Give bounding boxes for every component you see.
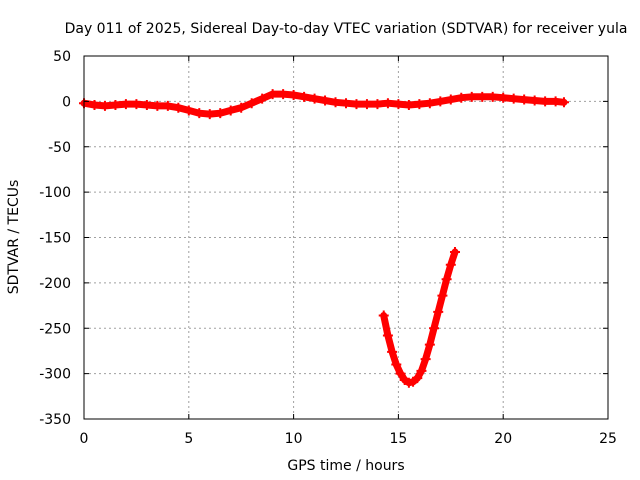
data-point <box>395 368 406 379</box>
data-point <box>437 290 448 301</box>
data-point <box>416 365 427 376</box>
data-point <box>120 99 131 110</box>
data-point <box>99 100 110 111</box>
data-point <box>391 359 402 370</box>
data-point <box>257 93 268 104</box>
x-tick-label: 15 <box>389 431 407 447</box>
data-point <box>424 339 435 350</box>
data-point <box>309 93 320 104</box>
x-tick-label: 0 <box>80 431 89 447</box>
data-point <box>550 96 561 107</box>
x-tick-label: 25 <box>599 431 617 447</box>
data-point <box>299 91 310 102</box>
data-point <box>372 99 383 110</box>
data-point <box>445 259 456 270</box>
data-point <box>89 100 100 111</box>
data-point <box>498 92 509 103</box>
data-point <box>183 105 194 116</box>
data-point <box>435 96 446 107</box>
data-point <box>508 93 519 104</box>
data-point <box>110 100 121 111</box>
data-point <box>351 99 362 110</box>
data-point <box>403 100 414 111</box>
data-point <box>162 100 173 111</box>
chart-title: Day 011 of 2025, Sidereal Day-to-day VTE… <box>65 21 628 37</box>
data-point <box>429 323 440 334</box>
data-point <box>236 102 247 113</box>
data-point <box>456 92 467 103</box>
data-point <box>361 99 372 110</box>
data-point <box>441 274 452 285</box>
data-point <box>420 354 431 365</box>
x-tick-label: 20 <box>494 431 512 447</box>
y-tick-label: -350 <box>39 412 71 428</box>
data-point <box>424 98 435 109</box>
x-tick-label: 5 <box>184 431 193 447</box>
data-point <box>449 247 460 258</box>
data-point <box>330 97 341 108</box>
data-point <box>387 346 398 357</box>
data-point <box>215 108 226 119</box>
data-point <box>246 98 257 109</box>
data-point <box>393 99 404 110</box>
y-tick-label: -150 <box>39 231 71 247</box>
data-point <box>378 310 389 321</box>
data-point <box>194 108 205 119</box>
data-point <box>529 95 540 106</box>
data-point <box>487 91 498 102</box>
data-point <box>141 100 152 111</box>
y-tick-label: -200 <box>39 276 71 292</box>
data-point <box>173 102 184 113</box>
y-tick-label: -300 <box>39 367 71 383</box>
axis-ticks: 0 5 10 15 20 25 50 0 -50 -100 -150 -200 -250 -300 -350 <box>39 49 617 447</box>
data-point <box>414 99 425 110</box>
y-tick-label: 50 <box>53 49 71 65</box>
y-tick-label: -50 <box>48 140 71 156</box>
data-point <box>477 91 488 102</box>
data-point <box>288 90 299 101</box>
data-series <box>79 89 569 388</box>
series-line-dip-track <box>380 248 459 387</box>
data-point <box>382 330 393 341</box>
data-point <box>278 89 289 100</box>
y-tick-label: 0 <box>62 94 71 110</box>
data-point <box>225 105 236 116</box>
x-tick-label: 10 <box>285 431 303 447</box>
data-point <box>320 95 331 106</box>
grid-lines <box>84 56 608 419</box>
data-point <box>131 99 142 110</box>
y-tick-label: -250 <box>39 321 71 337</box>
data-point <box>341 98 351 109</box>
data-point <box>540 96 551 107</box>
data-point <box>382 98 393 109</box>
data-point <box>204 109 215 120</box>
data-point <box>558 97 569 108</box>
y-axis-title: SDTVAR / TECUs <box>6 180 22 295</box>
data-point <box>433 306 444 317</box>
data-point <box>267 89 278 100</box>
y-tick-label: -100 <box>39 185 71 201</box>
x-axis-title: GPS time / hours <box>287 458 404 474</box>
data-point <box>519 94 530 105</box>
data-point <box>445 94 456 105</box>
data-point <box>466 91 477 102</box>
data-point <box>412 373 423 384</box>
data-point <box>152 100 163 111</box>
